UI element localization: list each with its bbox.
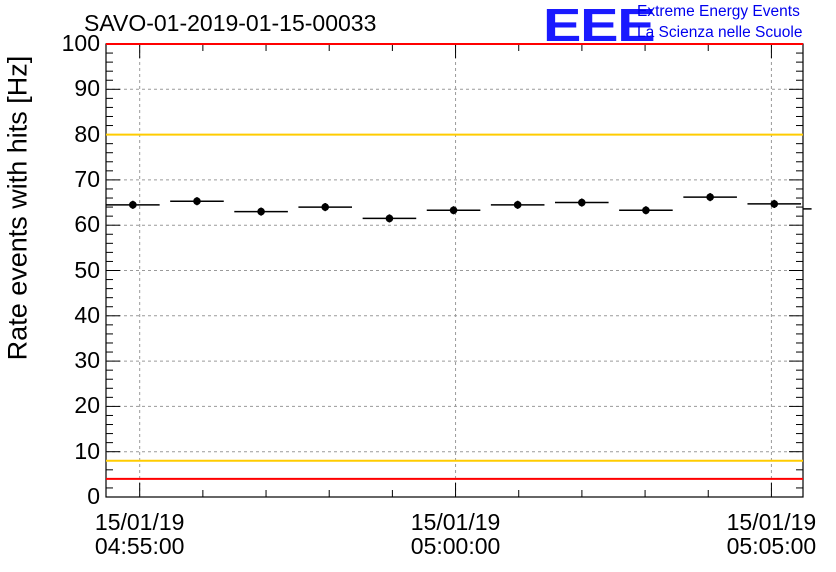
x-tick-date: 15/01/19 bbox=[94, 509, 185, 535]
data-point bbox=[193, 197, 201, 205]
chart-title: SAVO-01-2019-01-15-00033 bbox=[84, 10, 377, 36]
x-tick-time: 05:00:00 bbox=[410, 533, 501, 560]
y-tick-label: 80 bbox=[74, 120, 100, 147]
data-point bbox=[642, 206, 650, 215]
y-tick-label: 0 bbox=[87, 483, 100, 509]
x-tick-label: 15/01/19 05:05:00 bbox=[691, 510, 836, 558]
eee-logo: EEE bbox=[543, 0, 656, 51]
y-tick-label: 20 bbox=[74, 392, 100, 419]
y-tick-label: 60 bbox=[74, 211, 100, 238]
y-tick-label: 30 bbox=[74, 347, 100, 374]
y-tick-label: 100 bbox=[61, 30, 100, 56]
y-axis-label: Rate events with hits [Hz] bbox=[2, 55, 33, 361]
data-point bbox=[706, 193, 714, 201]
logo-text-line1: Extreme Energy Events bbox=[637, 3, 800, 20]
data-point bbox=[449, 206, 458, 215]
x-tick-date: 15/01/19 bbox=[410, 509, 501, 535]
data-point bbox=[257, 207, 265, 216]
data-point bbox=[513, 201, 522, 209]
data-point bbox=[770, 200, 779, 208]
data-point bbox=[129, 201, 137, 209]
y-tick-label: 40 bbox=[74, 301, 100, 328]
x-tick-time: 05:05:00 bbox=[726, 533, 817, 560]
y-tick-label: 90 bbox=[74, 75, 100, 102]
data-point bbox=[321, 203, 330, 211]
y-tick-label: 10 bbox=[74, 437, 100, 464]
y-tick-label: 50 bbox=[74, 256, 100, 283]
data-point bbox=[577, 198, 586, 207]
x-tick-label: 15/01/19 04:55:00 bbox=[60, 510, 220, 558]
x-tick-time: 04:55:00 bbox=[94, 533, 185, 560]
data-point bbox=[385, 214, 394, 223]
x-tick-date: 15/01/19 bbox=[726, 509, 817, 535]
y-tick-label: 70 bbox=[74, 165, 100, 192]
x-tick-label: 15/01/19 05:00:00 bbox=[376, 510, 536, 558]
logo-text-line2: La Scienza nelle Scuole bbox=[637, 24, 803, 41]
